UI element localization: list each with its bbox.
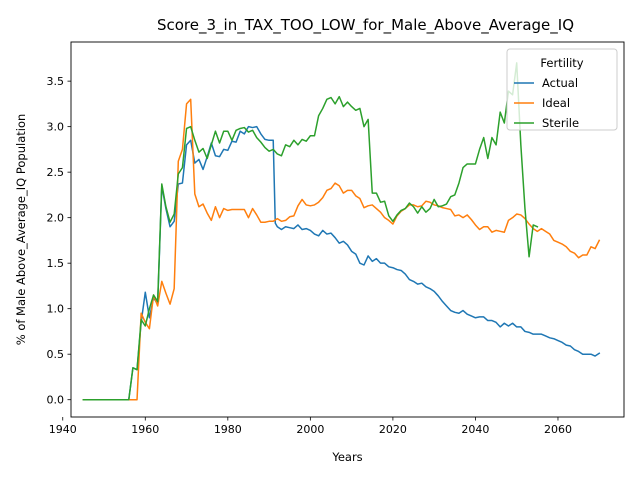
plot-area — [70, 41, 625, 418]
y-tick-label: 0.0 — [47, 394, 65, 407]
plot-frame — [70, 41, 625, 418]
legend-entries: Actual Ideal Sterile — [514, 76, 579, 130]
series-layer — [82, 62, 601, 401]
y-tick-label: 3.5 — [47, 75, 65, 88]
y-tick-label: 0.5 — [47, 348, 65, 361]
x-tick-label: 2060 — [544, 423, 572, 436]
legend-label-sterile: Sterile — [542, 116, 579, 130]
legend: Fertility Actual Ideal Sterile — [506, 48, 618, 131]
series-line-actual — [82, 125, 601, 401]
y-tick-label: 1.5 — [47, 257, 65, 270]
series-line-ideal — [82, 98, 601, 401]
y-tick-label: 2.0 — [47, 212, 65, 225]
x-tick-label: 2040 — [461, 423, 489, 436]
x-tick-label: 1960 — [131, 423, 159, 436]
x-tick-label: 1940 — [49, 423, 77, 436]
y-tick-label: 1.0 — [47, 303, 65, 316]
x-tick-label: 1980 — [214, 423, 242, 436]
x-axis-label: Years — [331, 450, 362, 464]
series-line-sterile — [82, 62, 539, 401]
legend-label-actual: Actual — [542, 76, 578, 90]
y-axis: 0.0 0.5 1.0 1.5 2.0 2.5 3.0 3.5 — [47, 75, 71, 407]
y-tick-label: 3.0 — [47, 121, 65, 134]
x-tick-label: 2020 — [379, 423, 407, 436]
legend-box — [506, 48, 618, 131]
x-axis: 1940 1960 1980 2000 2020 2040 2060 — [49, 417, 572, 436]
chart-title: Score_3_in_TAX_TOO_LOW_for_Male_Above_Av… — [157, 16, 574, 35]
legend-title: Fertility — [540, 56, 583, 70]
y-tick-label: 2.5 — [47, 166, 65, 179]
y-axis-label: % of Male Above_Average_IQ Population — [14, 114, 28, 346]
legend-label-ideal: Ideal — [542, 96, 570, 110]
x-tick-label: 2000 — [296, 423, 324, 436]
